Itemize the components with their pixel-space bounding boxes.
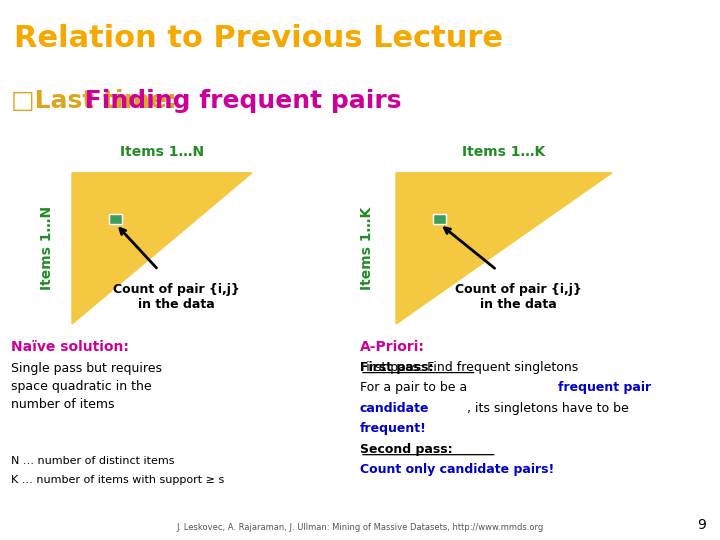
Text: Items 1…K: Items 1…K [462,145,546,159]
Text: , its singletons have to be: , its singletons have to be [467,402,629,415]
Text: Items 1…N: Items 1…N [120,145,204,159]
Text: Relation to Previous Lecture: Relation to Previous Lecture [14,24,503,53]
Text: frequent pair: frequent pair [558,381,651,394]
Text: Count of pair {i,j}
in the data: Count of pair {i,j} in the data [113,284,240,312]
Text: Count only candidate pairs!: Count only candidate pairs! [360,463,554,476]
Text: candidate: candidate [360,402,430,415]
Text: frequent!: frequent! [360,422,427,435]
Text: First pass:: First pass: [360,361,438,374]
Text: Second pass:: Second pass: [360,443,453,456]
Bar [109,214,122,224]
Text: Single pass but requires
space quadratic in the
number of items: Single pass but requires space quadratic… [11,362,162,411]
Text: First pass: Find frequent singletons: First pass: Find frequent singletons [360,361,578,374]
Text: 9: 9 [697,518,706,532]
Text: Naïve solution:: Naïve solution: [11,340,129,354]
Text: Items 1…K: Items 1…K [360,207,374,290]
Polygon shape [396,173,612,324]
Text: N … number of distinct items: N … number of distinct items [11,456,174,467]
Text: Items 1…N: Items 1…N [40,206,54,291]
Text: □Last time:: □Last time: [11,89,176,113]
Text: J. Leskovec, A. Rajaraman, J. Ullman: Mining of Massive Datasets, http://www.mmd: J. Leskovec, A. Rajaraman, J. Ullman: Mi… [176,523,544,532]
Bar [433,214,446,224]
Polygon shape [72,173,252,324]
Text: K … number of items with support ≥ s: K … number of items with support ≥ s [11,475,224,485]
Text: A-Priori:: A-Priori: [360,340,425,354]
Text: Count of pair {i,j}
in the data: Count of pair {i,j} in the data [455,284,582,312]
Text: Finding frequent pairs: Finding frequent pairs [76,89,401,113]
Text: For a pair to be a: For a pair to be a [360,381,472,394]
